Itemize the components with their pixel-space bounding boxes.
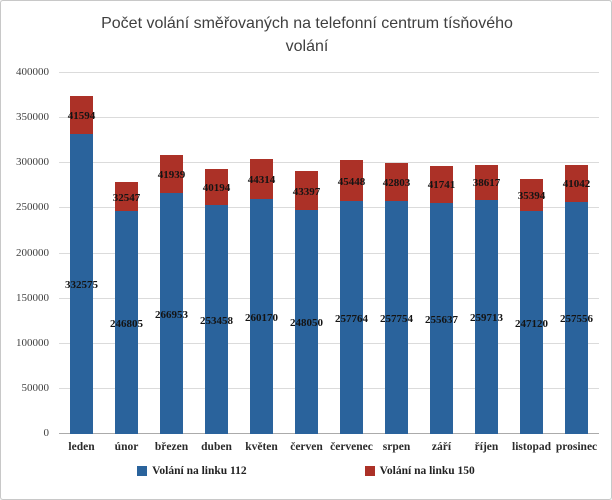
data-label: 44314 (247, 174, 276, 187)
data-label: 332575 (65, 278, 98, 291)
x-tick-label: prosinec (555, 441, 598, 453)
legend: Volání na linku 112 Volání na linku 150 (1, 465, 611, 477)
data-label: 42803 (382, 177, 411, 190)
data-label: 43397 (292, 185, 321, 198)
chart-title: Počet volání směřovaných na telefonní ce… (101, 15, 513, 55)
bar-segment-linka-112 (385, 201, 408, 434)
y-tick-label: 0 (43, 427, 50, 439)
x-tick-label: srpen (382, 441, 411, 453)
x-axis: leden únor březen duben květen červen červenec… (59, 441, 599, 459)
legend-label: Volání na linku 150 (379, 465, 475, 477)
data-label: 40194 (202, 182, 231, 195)
data-label: 259713 (470, 311, 503, 324)
bar-segment-linka-150 (520, 179, 543, 211)
data-label: 266953 (155, 308, 188, 321)
data-label: 257764 (335, 312, 368, 325)
bar-segment-linka-112 (70, 133, 93, 434)
bar-segment-linka-150 (565, 164, 588, 202)
legend-item-linka-112: Volání na linku 112 (137, 465, 247, 477)
bar-segment-linka-112 (430, 203, 453, 434)
x-tick-label: květen (245, 441, 278, 453)
data-label: 260170 (245, 311, 278, 324)
data-label: 41594 (67, 110, 96, 123)
x-tick-label: březen (154, 441, 189, 453)
data-label: 248050 (290, 317, 323, 330)
data-label: 38617 (472, 177, 501, 190)
gridline (59, 387, 599, 389)
bar-segment-linka-150 (430, 165, 453, 204)
x-tick-label: listopad (512, 441, 551, 453)
gridline (59, 207, 599, 209)
gridline (59, 72, 599, 73)
data-label: 247120 (515, 317, 548, 330)
legend-label: Volání na linku 112 (152, 465, 247, 477)
gridline (59, 117, 599, 119)
y-tick-label: 400000 (16, 66, 49, 78)
data-label: 255637 (425, 313, 458, 326)
bar-segment-linka-112 (295, 210, 318, 434)
bar-segment-linka-150 (295, 170, 318, 211)
bar-segment-linka-112 (340, 201, 363, 434)
x-tick-label: červen (290, 441, 323, 453)
bar-segment-linka-150 (205, 169, 228, 206)
gridline (59, 342, 599, 344)
bar-segment-linka-112 (565, 201, 588, 434)
bar-segment-linka-150 (340, 160, 363, 202)
data-label: 257754 (380, 312, 413, 325)
gridline (59, 297, 599, 299)
bar-segment-linka-112 (160, 193, 183, 434)
y-tick-label: 200000 (16, 246, 49, 259)
data-label: 45448 (337, 175, 366, 188)
plot-area: 332575 41594 246805 32547 266953 41939 253458 4… (59, 72, 599, 434)
data-label: 41042 (562, 178, 591, 191)
data-label: 246805 (110, 317, 143, 330)
x-tick-label: únor (114, 441, 139, 453)
y-tick-label: 50000 (21, 381, 50, 394)
data-label: 41939 (157, 169, 186, 182)
legend-item-linka-150: Volání na linku 150 (364, 465, 475, 477)
y-tick-label: 300000 (16, 156, 49, 169)
y-axis: 0 50000 100000 150000 200000 250000 300000 3500… (1, 1, 51, 499)
bar-segment-linka-112 (205, 205, 228, 434)
x-tick-label: leden (68, 441, 95, 453)
bar-segment-linka-150 (70, 96, 93, 134)
gridline (59, 252, 599, 254)
x-tick-label: září (431, 441, 452, 453)
x-tick-label: červenec (330, 441, 373, 453)
bar-segment-linka-150 (115, 181, 138, 212)
legend-swatch-icon (364, 466, 375, 476)
data-label: 35394 (517, 190, 546, 203)
data-label: 257556 (560, 312, 593, 325)
bar-segment-linka-112 (250, 199, 273, 434)
x-tick-label: duben (201, 441, 232, 453)
data-label: 253458 (200, 314, 233, 327)
bar-segment-linka-112 (115, 211, 138, 434)
bar-segment-linka-150 (475, 164, 498, 200)
bar-segment-linka-150 (250, 159, 273, 200)
data-label: 41741 (427, 179, 456, 192)
y-tick-label: 100000 (16, 336, 49, 349)
bar-segment-linka-150 (160, 155, 183, 194)
x-axis-line (59, 433, 599, 434)
y-tick-label: 150000 (16, 291, 49, 304)
x-tick-label: říjen (474, 441, 499, 453)
y-tick-label: 350000 (16, 111, 49, 124)
bar-segment-linka-112 (520, 210, 543, 434)
bar-segment-linka-150 (385, 162, 408, 202)
bar-segment-linka-112 (475, 199, 498, 434)
data-label: 32547 (112, 191, 141, 204)
y-tick-label: 250000 (16, 201, 49, 214)
gridline (59, 162, 599, 164)
legend-swatch-icon (137, 466, 148, 476)
